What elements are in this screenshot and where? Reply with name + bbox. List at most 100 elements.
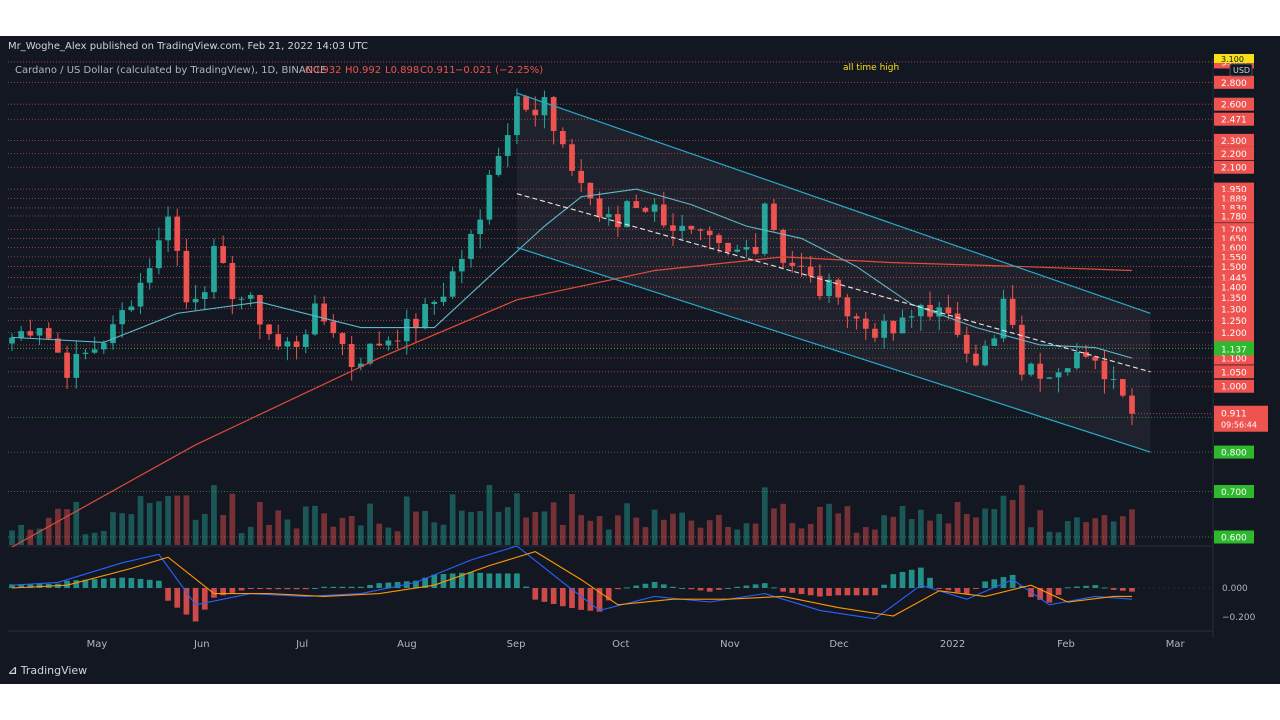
candle-body	[725, 242, 731, 252]
channel-fill	[516, 93, 1151, 453]
current-price-label: 0.911	[1221, 410, 1247, 420]
candle-body	[504, 135, 511, 156]
volume-bar	[945, 523, 952, 545]
time-axis-label: Mar	[1166, 639, 1186, 650]
volume-bar	[670, 513, 676, 545]
volume-bar	[991, 509, 998, 545]
candle-body	[578, 170, 585, 183]
candle-body	[137, 282, 144, 307]
macd-histogram-bar	[991, 579, 998, 588]
macd-histogram-bar	[872, 588, 878, 596]
candle-body	[27, 331, 34, 336]
candle-body	[1129, 395, 1135, 414]
macd-histogram-bar	[578, 588, 585, 610]
volume-bar	[82, 534, 89, 545]
candle-body	[1074, 352, 1080, 369]
volume-bar	[697, 527, 704, 545]
volume-bar	[413, 511, 419, 545]
candle-body	[982, 345, 988, 366]
volume-bar	[165, 495, 171, 545]
macd-histogram-bar	[18, 584, 25, 588]
macd-histogram-bar	[73, 580, 80, 588]
macd-histogram-bar	[1037, 588, 1044, 600]
macd-histogram-bar	[725, 588, 731, 589]
volume-bar	[578, 515, 585, 545]
macd-histogram-bar	[651, 581, 658, 588]
candle-body	[275, 334, 282, 347]
candle-body	[1083, 352, 1089, 357]
candle-body	[45, 328, 52, 339]
candle-body	[716, 235, 722, 243]
candle-body	[780, 229, 786, 263]
candle-body	[1037, 363, 1044, 379]
volume-bar	[257, 501, 263, 545]
macd-histogram-bar	[165, 588, 171, 601]
macd-signal-line	[11, 551, 1132, 617]
volume-bar	[18, 524, 25, 545]
price-axis-tag	[1214, 280, 1254, 294]
volume-bar	[596, 516, 603, 545]
macd-histogram-bar	[358, 586, 364, 588]
price-axis-tag	[1214, 75, 1254, 89]
volume-bar	[312, 505, 318, 545]
volume-bar	[541, 511, 548, 545]
descending-trendline	[516, 193, 1151, 373]
volume-bar	[495, 511, 502, 545]
candle-body	[523, 96, 529, 110]
macd-histogram-bar	[1083, 585, 1089, 588]
volume-bar	[716, 514, 722, 545]
tradingview-logo[interactable]: ⊿ TradingView	[8, 658, 87, 684]
macd-histogram-bar	[413, 580, 419, 588]
volume-bar	[1074, 517, 1080, 545]
macd-histogram-bar	[697, 588, 704, 591]
candle-body	[119, 310, 126, 325]
volume-bar	[1009, 499, 1016, 545]
macd-histogram-bar	[1000, 577, 1007, 588]
price-axis-tag	[1214, 147, 1254, 161]
volume-bar	[660, 519, 667, 545]
price-axis-label: 1.400	[1221, 283, 1247, 293]
legend-symbol: Cardano / US Dollar (calculated by Tradi…	[15, 65, 326, 76]
price-axis-label: 1.200	[1221, 329, 1247, 339]
volume-bar	[266, 524, 272, 545]
candle-body	[156, 240, 162, 269]
volume-bar	[9, 530, 15, 545]
macd-histogram-bar	[229, 588, 236, 593]
volume-bar	[550, 502, 557, 545]
macd-histogram-bar	[532, 588, 539, 600]
volume-bar	[844, 506, 851, 545]
candle-body	[1000, 298, 1007, 339]
macd-histogram-bar	[82, 579, 89, 588]
macd-histogram-bar	[458, 572, 465, 588]
price-axis-label: 2.800	[1221, 79, 1247, 89]
volume-bar	[486, 485, 493, 545]
candle-body	[761, 203, 768, 254]
time-axis-label: Feb	[1057, 639, 1075, 650]
candle-body	[1028, 363, 1034, 375]
candle-body	[440, 296, 447, 302]
macd-histogram-bar	[238, 588, 245, 591]
macd-histogram-bar	[908, 569, 915, 588]
candle-body	[495, 155, 502, 175]
volume-bar	[1110, 521, 1117, 545]
volume-bar	[780, 503, 786, 545]
volume-bar	[908, 519, 915, 545]
volume-bar	[220, 514, 226, 545]
macd-histogram-bar	[670, 586, 676, 588]
candle-body	[908, 316, 915, 318]
candle-body	[1055, 372, 1062, 378]
macd-histogram-bar	[293, 588, 300, 590]
candle-body	[679, 225, 686, 231]
macd-histogram-bar	[1074, 586, 1080, 588]
price-axis-label: 2.471	[1221, 116, 1247, 126]
price-axis-label: 0.800	[1221, 449, 1247, 459]
volume-bar	[348, 515, 355, 545]
volume-bar	[761, 487, 768, 545]
volume-bar	[1055, 532, 1062, 545]
price-axis-tag	[1214, 133, 1254, 147]
volume-bar	[817, 506, 823, 545]
volume-bar	[440, 524, 447, 545]
candle-body	[881, 320, 887, 338]
price-axis-label: 1.250	[1221, 317, 1247, 327]
